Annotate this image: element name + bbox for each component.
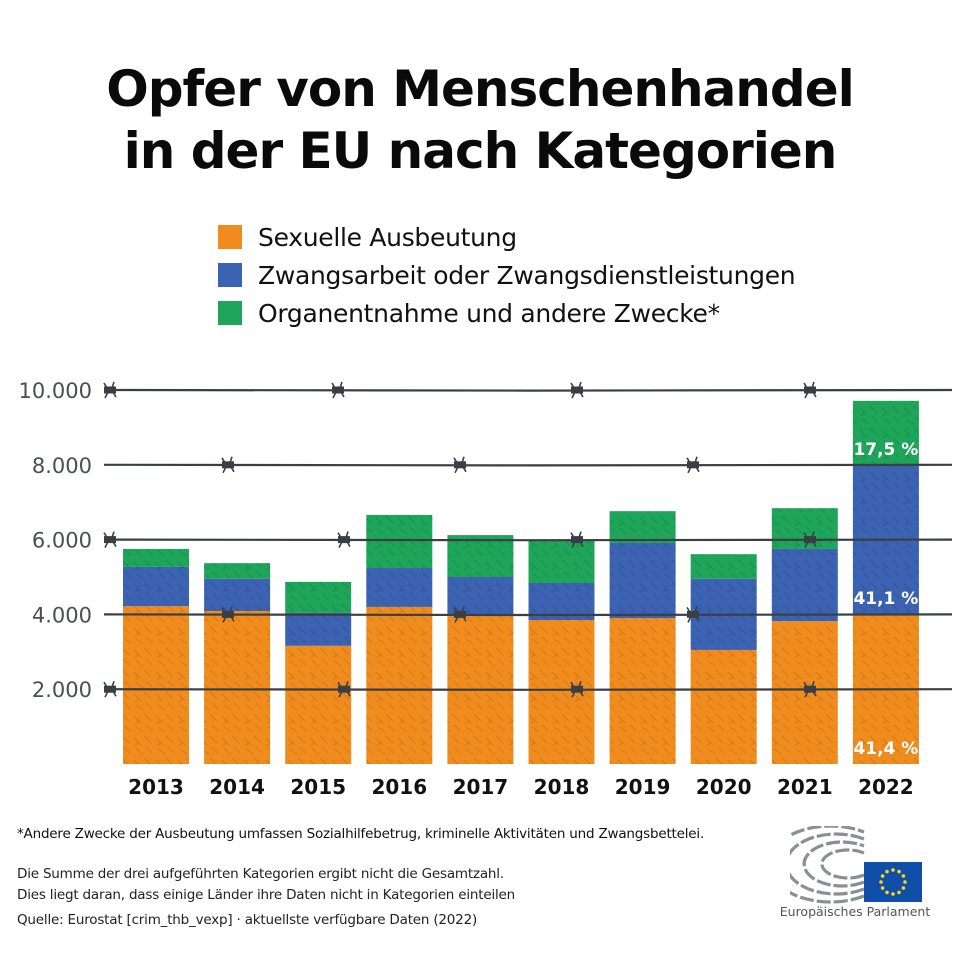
x-tick-label: 2022 [858,775,914,799]
barb-icon [803,531,817,548]
bar-texture [204,563,271,579]
barb-icon [331,381,345,399]
bar-texture [447,535,514,577]
eu-star-icon [901,874,906,878]
legend-swatch-other [218,301,242,325]
y-tick-label: 8.000 [32,454,92,478]
barb-icon [221,456,235,474]
legend-label: Zwangsarbeit oder Zwangsdienstleistungen [258,260,796,290]
eu-star-icon [903,880,907,884]
bar-texture [123,548,189,567]
note: Die Summe der drei aufgeführten Kategori… [17,864,515,906]
bar-texture [528,620,595,764]
gridline [103,388,953,392]
x-tick-label: 2014 [209,775,265,799]
bars-layer [123,400,919,764]
eu-star-icon [880,886,885,890]
eu-star-icon [891,892,895,896]
bar-texture [771,548,838,622]
barb-icon [337,680,351,698]
bar-texture [204,611,271,764]
bar-texture [285,612,352,646]
title-line-2: in der EU nach Kategorien [123,122,838,180]
bar-texture [852,400,919,466]
bar-texture [528,539,595,583]
percent-label: 17,5 % [853,440,918,460]
x-tick-label: 2016 [371,775,427,799]
legend-item-other: Organentnahme und andere Zwecke* [218,294,795,332]
barb-icon [686,606,700,623]
bar-texture [609,542,676,619]
eu-star-icon [880,874,885,878]
eu-star-icon [901,886,906,890]
barb-icon [570,680,584,698]
eu-star-icon [891,868,895,872]
legend-label: Organentnahme und andere Zwecke* [258,298,720,328]
x-tick-label: 2021 [777,775,833,799]
gridlines-layer [103,381,953,698]
legend-item-forced-labour: Zwangsarbeit oder Zwangsdienstleistungen [218,256,796,294]
title-line-1: Opfer von Menschenhandel [106,60,855,118]
gridline [103,538,953,542]
bar-texture [366,514,433,569]
bar-texture [204,578,271,612]
barb-icon [570,381,584,399]
percent-label: 41,1 % [853,589,918,609]
x-tick-label: 2020 [696,775,752,799]
eu-star-icon [897,869,901,874]
bar-texture [123,566,189,607]
eu-star-icon [897,890,901,895]
eu-flag-icon [864,862,922,902]
barb-icon [453,456,467,474]
legend-item-sexual: Sexuelle Ausbeutung [218,218,795,256]
legend: Sexuelle Ausbeutung Zwangsarbeit oder Zw… [218,218,796,332]
x-tick-label: 2018 [534,775,590,799]
barb-icon [337,531,351,548]
barb-icon [103,680,117,698]
bar-texture [366,606,433,764]
bar-texture [123,606,189,764]
european-parliament-name: Europäisches Parlament [779,904,931,919]
y-tick-label: 4.000 [32,603,92,627]
labels-layer: 2013 2014 2015 2016 2017 2018 2019 2020 2021 2022… [19,379,919,799]
y-tick-label: 6.000 [32,529,92,553]
bar-texture [447,577,514,616]
bar-texture [285,645,352,764]
eu-star-icon [885,890,889,895]
source-text: Quelle: Eurostat [crim_thb_vexp] · aktue… [17,912,478,928]
bar-texture [609,618,676,764]
bar-texture [690,649,757,764]
barb-icon [103,381,117,399]
legend-label: Sexuelle Ausbeutung [258,222,517,252]
bar-texture [366,568,433,607]
bar-texture [285,581,352,613]
x-tick-label: 2015 [290,775,346,799]
x-tick-label: 2017 [453,775,509,799]
percent-label: 41,4 % [853,739,918,759]
bar-texture [690,554,757,579]
gridline [103,688,953,691]
x-tick-label: 2013 [128,775,184,799]
note-line-2: Dies liegt daran, dass einige Länder ihr… [17,887,516,903]
legend-swatch-sexual [218,225,242,249]
eu-star-icon [879,880,883,884]
legend-swatch-forced-labour [218,263,242,287]
barb-icon [453,606,467,623]
note-line-1: Die Summe der drei aufgeführten Kategori… [17,866,504,882]
barb-icon [103,531,117,548]
barb-icon [803,680,817,698]
barb-icon [570,531,584,548]
european-parliament-logo [790,826,922,904]
barb-icon [803,381,817,399]
eu-star-icon [885,869,889,874]
y-tick-label: 10.000 [19,379,92,403]
chart-title: Opfer von Menschenhandel in der EU nach … [0,58,960,182]
y-tick-label: 2.000 [32,678,92,702]
barb-icon [686,456,700,474]
stacked-bar-chart: 2013 2014 2015 2016 2017 2018 2019 2020 2021 2022… [19,379,953,799]
barb-icon [221,606,235,623]
bar-texture [609,511,676,543]
x-tick-label: 2019 [615,775,671,799]
footnote: *Andere Zwecke der Ausbeutung umfassen S… [17,826,705,842]
